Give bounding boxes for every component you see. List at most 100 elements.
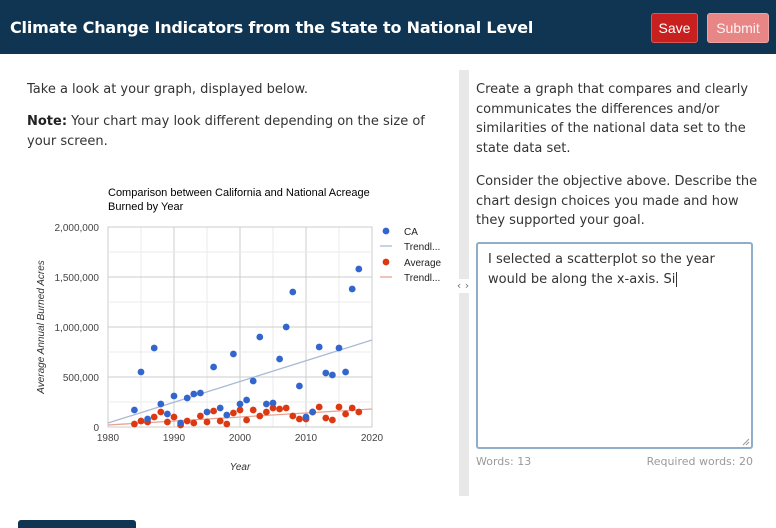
- point-average: [263, 408, 270, 416]
- point-average: [249, 406, 257, 414]
- intro-text: Take a look at your graph, displayed bel…: [27, 82, 309, 97]
- bottom-button[interactable]: [18, 520, 136, 528]
- right-pane: Create a graph that compares and clearly…: [476, 80, 766, 231]
- point-ca: [197, 389, 204, 397]
- point-average: [210, 407, 218, 415]
- legend-label-ca: CA: [404, 227, 418, 238]
- point-ca: [137, 368, 145, 376]
- chart-title-line1: Comparison between California and Nation…: [108, 187, 370, 199]
- answer-text: I selected a scatterplot so the year wou…: [488, 252, 715, 287]
- point-average: [342, 410, 349, 418]
- point-ca: [236, 400, 244, 408]
- prompt-objective: Create a graph that compares and clearly…: [476, 82, 749, 156]
- x-axis-label: Year: [230, 462, 251, 473]
- y-tick-label: 1,500,000: [55, 273, 100, 284]
- point-ca: [177, 419, 185, 427]
- point-ca: [269, 399, 277, 407]
- point-ca: [309, 408, 316, 416]
- point-ca: [302, 413, 310, 421]
- point-ca: [348, 285, 356, 293]
- point-ca: [203, 408, 211, 416]
- point-ca: [144, 415, 151, 423]
- point-average: [315, 403, 323, 411]
- resize-grip-icon[interactable]: [742, 438, 750, 446]
- word-counts: Words: 13 Required words: 20: [476, 455, 753, 468]
- legend-label-average: Average: [404, 258, 442, 269]
- point-average: [329, 416, 336, 424]
- required-word-count: Required words: 20: [646, 455, 753, 468]
- point-ca: [210, 363, 218, 371]
- point-average: [269, 404, 277, 412]
- point-ca: [296, 382, 303, 390]
- point-ca: [329, 371, 336, 379]
- point-average: [289, 412, 297, 420]
- point-ca: [276, 355, 283, 363]
- x-tick-label: 2020: [361, 433, 384, 444]
- word-count: Words: 13: [476, 455, 532, 468]
- note-label: Note:: [27, 114, 68, 129]
- point-ca: [183, 394, 191, 402]
- point-average: [335, 403, 343, 411]
- legend-marker-ca: [382, 227, 390, 235]
- point-ca: [355, 265, 363, 273]
- y-tick-label: 0: [93, 423, 99, 434]
- point-ca: [230, 350, 237, 358]
- point-average: [282, 404, 290, 412]
- point-ca: [315, 343, 323, 351]
- y-tick-label: 500,000: [63, 373, 100, 384]
- point-ca: [243, 396, 251, 404]
- point-average: [216, 417, 224, 425]
- point-ca: [289, 288, 297, 296]
- trendline-ca: [107, 339, 373, 424]
- legend-marker-average: [382, 258, 390, 266]
- y-tick-label: 2,000,000: [55, 223, 100, 234]
- point-average: [131, 420, 138, 428]
- scatter-chart: Comparison between California and Nation…: [36, 187, 442, 473]
- point-average: [322, 414, 330, 422]
- legend-label-trend-ca: Trendl...: [404, 242, 440, 253]
- point-ca: [256, 333, 264, 341]
- save-button[interactable]: Save: [651, 13, 698, 43]
- point-average: [256, 412, 264, 420]
- point-average: [150, 413, 158, 421]
- answer-textarea[interactable]: I selected a scatterplot so the year wou…: [476, 242, 753, 449]
- trendline-average: [107, 408, 373, 426]
- point-average: [170, 413, 178, 421]
- point-ca: [150, 344, 158, 352]
- pane-resize-handle-icon[interactable]: ‹ ›: [452, 279, 474, 293]
- legend-label-trend-average: Trendl...: [404, 273, 440, 284]
- point-average: [197, 412, 204, 420]
- point-average: [355, 408, 363, 416]
- note-body: Your chart may look different depending …: [27, 114, 425, 149]
- point-average: [137, 417, 145, 425]
- note-text: Note: Your chart may look different depe…: [27, 112, 437, 151]
- x-tick-label: 1990: [163, 433, 186, 444]
- submit-button[interactable]: Submit: [707, 13, 769, 43]
- point-average: [183, 417, 191, 425]
- y-tick-label: 1,000,000: [55, 323, 100, 334]
- point-average: [243, 416, 251, 424]
- point-average: [236, 406, 244, 414]
- app-header: Climate Change Indicators from the State…: [0, 0, 776, 54]
- point-ca: [249, 377, 257, 385]
- point-ca: [282, 323, 290, 331]
- point-average: [157, 408, 165, 416]
- point-average: [223, 420, 231, 428]
- point-average: [348, 404, 356, 412]
- x-tick-label: 2010: [295, 433, 318, 444]
- point-ca: [157, 400, 165, 408]
- point-ca: [164, 410, 171, 418]
- x-tick-label: 2000: [229, 433, 252, 444]
- x-tick-label: 1980: [97, 433, 120, 444]
- point-average: [190, 419, 198, 427]
- point-ca: [335, 344, 343, 352]
- chart-title-line2: Burned by Year: [108, 201, 184, 213]
- point-average: [164, 418, 171, 426]
- point-average: [230, 409, 237, 417]
- point-ca: [263, 400, 270, 408]
- point-ca: [216, 404, 224, 412]
- y-axis-label: Average Annual Burned Acres: [36, 260, 47, 395]
- point-ca: [131, 406, 138, 414]
- point-ca: [322, 369, 330, 377]
- prompt-question: Consider the objective above. Describe t…: [476, 174, 758, 228]
